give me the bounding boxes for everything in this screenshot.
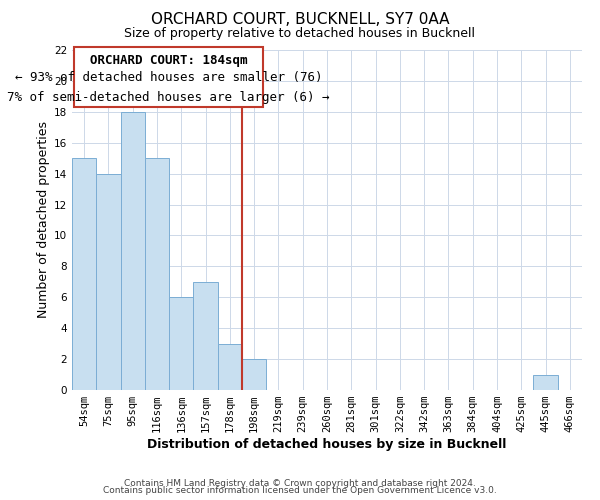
Y-axis label: Number of detached properties: Number of detached properties [37,122,50,318]
Bar [96,174,121,390]
Bar [193,282,218,390]
Text: ← 93% of detached houses are smaller (76): ← 93% of detached houses are smaller (76… [15,72,322,85]
Text: ORCHARD COURT, BUCKNELL, SY7 0AA: ORCHARD COURT, BUCKNELL, SY7 0AA [151,12,449,28]
Bar [169,298,193,390]
Bar [218,344,242,390]
Text: 7% of semi-detached houses are larger (6) →: 7% of semi-detached houses are larger (6… [7,90,330,104]
Bar [145,158,169,390]
Text: ORCHARD COURT: 184sqm: ORCHARD COURT: 184sqm [90,54,247,66]
Text: Size of property relative to detached houses in Bucknell: Size of property relative to detached ho… [125,28,476,40]
Text: Contains public sector information licensed under the Open Government Licence v3: Contains public sector information licen… [103,486,497,495]
Bar [121,112,145,390]
FancyBboxPatch shape [74,47,263,107]
Bar [533,374,558,390]
X-axis label: Distribution of detached houses by size in Bucknell: Distribution of detached houses by size … [148,438,506,451]
Bar [72,158,96,390]
Text: Contains HM Land Registry data © Crown copyright and database right 2024.: Contains HM Land Registry data © Crown c… [124,478,476,488]
Bar [242,359,266,390]
